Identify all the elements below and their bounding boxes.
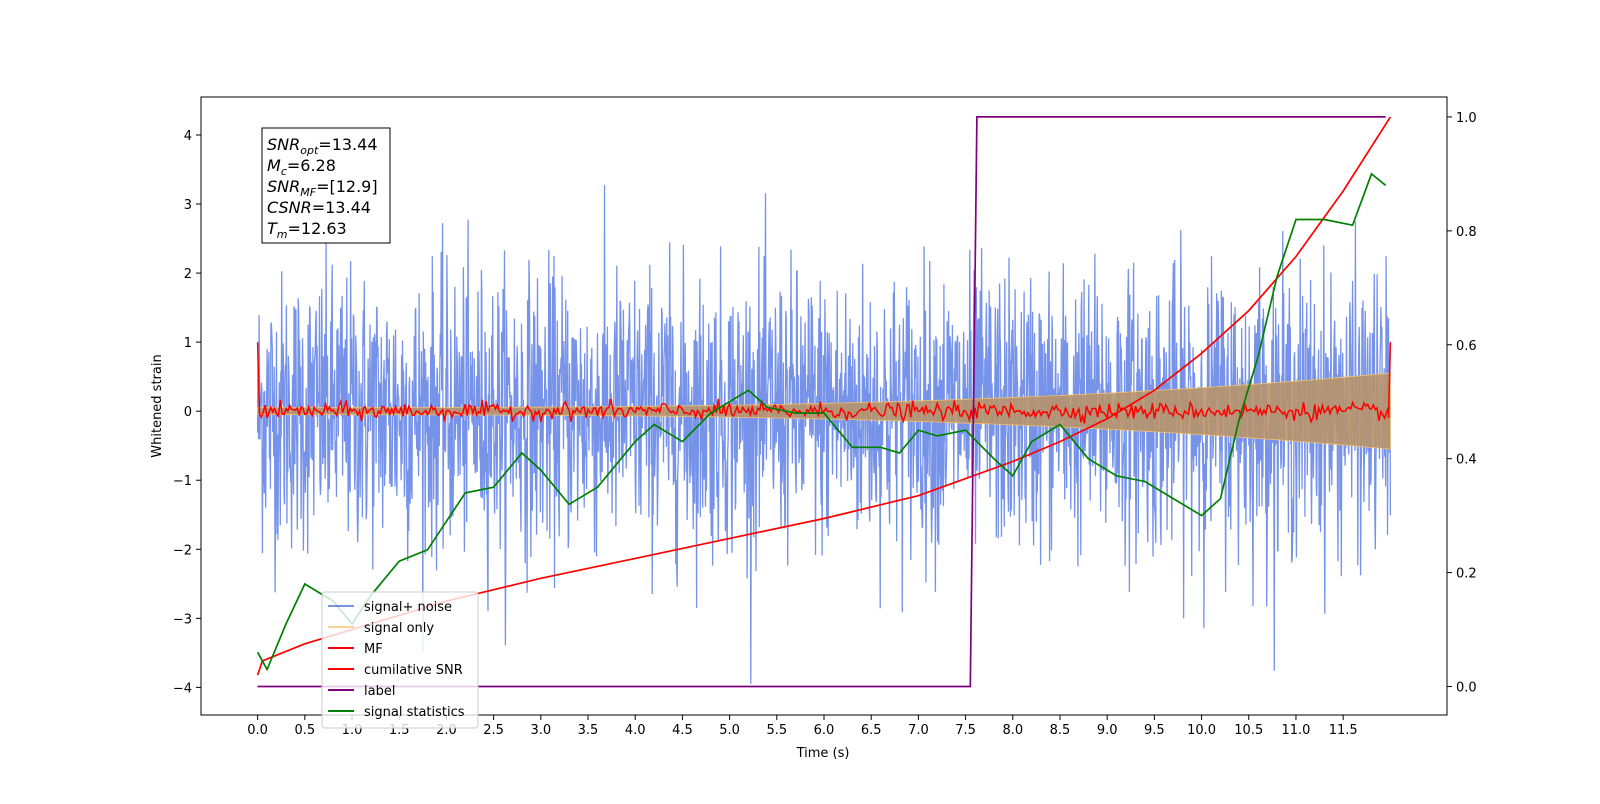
y-tick-left-label: 4 [184,129,192,144]
y-tick-right-label: 1.0 [1456,111,1477,126]
legend-label: label [364,684,395,699]
x-tick-label: 4.0 [625,723,646,738]
x-tick-label: 3.0 [530,723,551,738]
x-axis-title: Time (s) [796,746,850,761]
x-tick-label: 7.0 [908,723,929,738]
y-tick-left-label: 3 [184,198,192,213]
y-tick-left-label: −3 [173,612,192,627]
x-tick-label: 4.5 [672,723,693,738]
y-tick-left-label: −4 [173,681,192,696]
x-tick-label: 8.0 [1002,723,1023,738]
x-tick-label: 10.0 [1187,723,1216,738]
x-tick-label: 0.0 [247,723,268,738]
x-tick-label: 11.5 [1329,723,1358,738]
x-tick-label: 10.5 [1234,723,1263,738]
x-tick-label: 3.5 [578,723,599,738]
x-tick-label: 6.0 [814,723,835,738]
legend-label: MF [364,642,383,657]
stats-box-line: SNRMF=[12.9] [267,177,378,199]
x-tick-label: 2.5 [483,723,504,738]
legend-label: signal+ noise [364,600,452,615]
stats-box-line: Mc=6.28 [267,156,336,178]
stats-box-line: SNRopt=13.44 [267,135,378,157]
y-tick-left-label: 2 [184,267,192,282]
x-tick-label: 5.5 [766,723,787,738]
stats-box-line: CSNR=13.44 [267,198,371,217]
x-tick-label: 7.5 [955,723,976,738]
x-tick-label: 9.0 [1097,723,1118,738]
y-tick-right-label: 0.2 [1456,567,1477,582]
y-tick-right-label: 0.4 [1456,453,1477,468]
stats-box-line: Tm=12.63 [267,219,347,241]
series-mf [256,342,1392,424]
stats-box: SNRopt=13.44Mc=6.28SNRMF=[12.9]CSNR=13.4… [261,127,391,244]
y-tick-right-label: 0.8 [1456,225,1477,240]
y-axis-title: Whitened strain [150,354,165,457]
y-tick-left-label: −2 [173,543,192,558]
y-tick-left-label: 1 [184,336,192,351]
legend-frame [321,591,479,729]
series-label [257,116,1386,688]
axes: 0.0 0.5 1.0 1.5 2.0 2.5 3.0 3.5 4.0 4.5 5.0 5.5 6.0 6… [173,111,1477,738]
y-tick-right-label: 0.6 [1456,339,1477,354]
legend-label: signal only [364,621,434,636]
y-tick-left-label: 0 [184,405,192,420]
stats-box-frame [261,127,391,244]
x-tick-label: 6.5 [861,723,882,738]
legend-label: cumilative SNR [364,663,463,678]
legend: signal+ noise signal only MF cumilative SNR… [321,591,479,729]
series-signal-statistics [256,172,1387,672]
x-tick-label: 0.5 [294,723,315,738]
x-tick-label: 5.0 [719,723,740,738]
plot-area [256,116,1392,688]
x-tick-label: 9.5 [1144,723,1165,738]
x-tick-label: 11.0 [1281,723,1310,738]
series-signal-noise [256,184,1392,684]
legend-label: signal statistics [364,705,465,720]
x-tick-label: 8.5 [1050,723,1071,738]
y-tick-right-label: 0.0 [1456,681,1477,696]
y-tick-left-label: −1 [173,474,192,489]
